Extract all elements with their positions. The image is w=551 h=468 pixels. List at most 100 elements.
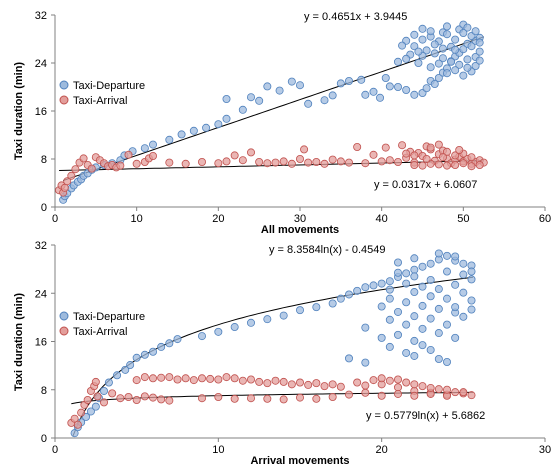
point-taxi-departure [426, 292, 435, 301]
point-taxi-arrival [132, 396, 141, 405]
trendline-taxi-departure [63, 36, 484, 181]
point-taxi-departure [467, 305, 476, 314]
point-taxi-departure [393, 258, 402, 267]
point-taxi-arrival [181, 374, 190, 383]
point-taxi-arrival [451, 160, 460, 169]
x-tick-label: 30 [294, 213, 306, 225]
point-taxi-arrival [344, 158, 353, 167]
point-taxi-departure [230, 323, 239, 332]
point-taxi-arrival [410, 380, 419, 389]
point-taxi-arrival [328, 380, 337, 389]
point-taxi-departure [426, 63, 435, 72]
point-taxi-departure [385, 294, 394, 303]
point-taxi-departure [376, 93, 385, 102]
point-taxi-arrival [402, 378, 411, 387]
trendline-equation-departure: y = 8.3584ln(x) - 0.4549 [269, 244, 386, 256]
point-taxi-departure [471, 27, 480, 36]
point-taxi-arrival [63, 177, 72, 186]
point-taxi-departure [361, 90, 370, 99]
point-taxi-departure [126, 361, 135, 370]
point-taxi-arrival [222, 157, 231, 166]
point-taxi-departure [426, 275, 435, 284]
point-taxi-departure [238, 105, 247, 114]
point-taxi-arrival [442, 161, 451, 170]
point-taxi-arrival [263, 394, 272, 403]
point-taxi-arrival [287, 159, 296, 168]
point-taxi-departure [320, 96, 329, 105]
point-taxi-departure [393, 268, 402, 277]
point-taxi-departure [418, 301, 427, 310]
point-taxi-departure [246, 93, 255, 102]
point-taxi-departure [442, 30, 451, 39]
point-taxi-departure [344, 354, 353, 363]
y-tick-label: 0 [41, 433, 47, 445]
point-taxi-arrival [148, 151, 157, 160]
point-taxi-departure [336, 79, 345, 88]
point-taxi-arrival [271, 158, 280, 167]
y-tick-label: 24 [35, 288, 47, 300]
point-taxi-arrival [418, 382, 427, 391]
point-taxi-departure [418, 324, 427, 333]
point-taxi-departure [165, 339, 174, 348]
legend-marker-arrival [59, 326, 69, 336]
point-taxi-departure [459, 270, 468, 279]
point-taxi-arrival [442, 385, 451, 394]
y-tick-label: 32 [35, 10, 47, 22]
point-taxi-arrival [295, 378, 304, 387]
x-tick-label: 40 [376, 213, 388, 225]
point-taxi-arrival [246, 148, 255, 157]
point-taxi-arrival [67, 171, 76, 180]
point-taxi-departure [447, 57, 456, 66]
point-taxi-arrival [467, 162, 476, 171]
legend-marker-departure [59, 311, 69, 321]
point-taxi-departure [410, 351, 419, 360]
point-taxi-arrival [246, 375, 255, 384]
point-taxi-arrival [140, 373, 149, 382]
point-taxi-arrival [361, 388, 370, 397]
y-tick-label: 8 [41, 154, 47, 166]
point-taxi-departure [418, 35, 427, 44]
point-taxi-arrival [230, 394, 239, 403]
point-taxi-departure [377, 302, 386, 311]
point-taxi-departure [475, 47, 484, 56]
point-taxi-departure [418, 282, 427, 291]
point-taxi-departure [410, 254, 419, 263]
y-axis-ticks [51, 14, 546, 211]
point-taxi-departure [414, 47, 423, 56]
point-taxi-arrival [100, 398, 109, 407]
point-taxi-departure [459, 28, 468, 37]
point-taxi-arrival [377, 374, 386, 383]
point-taxi-departure [157, 342, 166, 351]
legend-label-arrival: Taxi-Arrival [73, 95, 127, 107]
point-taxi-arrival [91, 377, 100, 386]
point-taxi-arrival [312, 379, 321, 388]
y-tick-label: 32 [35, 240, 47, 252]
point-taxi-departure [214, 327, 223, 336]
point-taxi-departure [385, 285, 394, 294]
point-taxi-arrival [455, 145, 464, 154]
point-taxi-departure [369, 87, 378, 96]
point-taxi-arrival [116, 394, 125, 403]
data-points [67, 249, 476, 438]
point-taxi-departure [459, 288, 468, 297]
point-taxi-departure [430, 49, 439, 58]
legend-marker-arrival [59, 95, 69, 105]
point-taxi-arrival [475, 160, 484, 169]
point-taxi-departure [410, 272, 419, 281]
point-taxi-departure [459, 312, 468, 321]
point-taxi-departure [393, 83, 402, 92]
point-taxi-departure [434, 249, 443, 258]
point-taxi-arrival [369, 376, 378, 385]
point-taxi-departure [222, 95, 231, 104]
point-taxi-arrival [124, 150, 133, 159]
x-tick-label: 0 [52, 213, 58, 225]
point-taxi-departure [471, 62, 480, 71]
point-taxi-arrival [279, 377, 288, 386]
point-taxi-departure [442, 251, 451, 260]
point-taxi-departure [442, 358, 451, 367]
point-taxi-departure [442, 69, 451, 78]
point-taxi-departure [344, 290, 353, 299]
point-taxi-arrival [369, 150, 378, 159]
point-taxi-departure [140, 144, 149, 153]
tick-labels: 0 8 16 24 32 0 10 20 30 [35, 240, 551, 456]
